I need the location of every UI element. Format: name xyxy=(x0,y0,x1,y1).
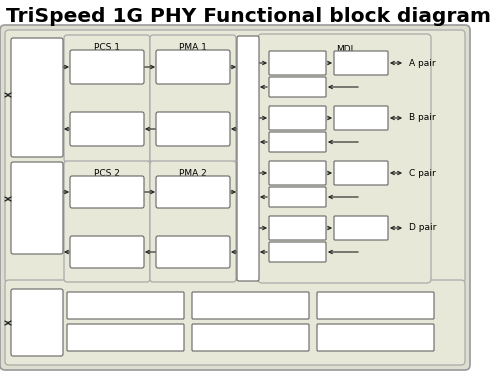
Text: TX FIR: TX FIR xyxy=(178,187,208,197)
Text: CONFIG I/F: CONFIG I/F xyxy=(226,301,274,310)
Text: Port2: Port2 xyxy=(25,208,49,217)
FancyBboxPatch shape xyxy=(269,187,326,207)
Text: A pair: A pair xyxy=(409,58,436,67)
Text: Port1: Port1 xyxy=(25,108,49,116)
FancyBboxPatch shape xyxy=(67,292,184,319)
FancyBboxPatch shape xyxy=(258,34,431,283)
FancyBboxPatch shape xyxy=(269,216,326,240)
Text: IEEE 1500 I/F: IEEE 1500 I/F xyxy=(96,301,155,310)
Text: &: & xyxy=(34,68,40,77)
FancyBboxPatch shape xyxy=(156,50,230,84)
Text: I/F: I/F xyxy=(32,94,42,103)
FancyBboxPatch shape xyxy=(150,161,236,282)
FancyBboxPatch shape xyxy=(5,280,465,365)
FancyBboxPatch shape xyxy=(334,161,388,185)
FancyBboxPatch shape xyxy=(269,132,326,152)
Text: DAC: DAC xyxy=(288,58,307,67)
Text: HYB: HYB xyxy=(352,58,370,67)
Text: MII: MII xyxy=(30,182,44,190)
FancyBboxPatch shape xyxy=(156,176,230,208)
FancyBboxPatch shape xyxy=(192,324,309,351)
FancyBboxPatch shape xyxy=(237,36,259,281)
Text: DEC: DEC xyxy=(97,124,117,134)
Text: D pair: D pair xyxy=(409,224,436,232)
Text: RX FIR: RX FIR xyxy=(177,247,209,257)
Text: LED I/F: LED I/F xyxy=(235,333,266,342)
Text: B pair: B pair xyxy=(409,113,436,122)
FancyBboxPatch shape xyxy=(64,161,150,282)
FancyBboxPatch shape xyxy=(70,176,144,208)
FancyBboxPatch shape xyxy=(334,51,388,75)
FancyBboxPatch shape xyxy=(70,236,144,268)
Text: GMII: GMII xyxy=(27,55,47,64)
FancyBboxPatch shape xyxy=(334,106,388,130)
Text: ADC: ADC xyxy=(288,83,307,92)
Text: ENC: ENC xyxy=(97,187,117,197)
FancyBboxPatch shape xyxy=(192,292,309,319)
Text: Single/dual mode switch matrix: Single/dual mode switch matrix xyxy=(246,108,250,209)
Text: DAC: DAC xyxy=(288,113,307,122)
Text: MII: MII xyxy=(30,81,44,90)
Text: ENC: ENC xyxy=(97,62,117,72)
Text: BIAS: BIAS xyxy=(365,301,386,310)
Text: MDI: MDI xyxy=(336,45,353,54)
Text: MDIO: MDIO xyxy=(25,311,49,320)
Text: I/F: I/F xyxy=(32,195,42,203)
Text: PCS 2: PCS 2 xyxy=(94,170,120,179)
FancyBboxPatch shape xyxy=(334,216,388,240)
Text: PCS 1: PCS 1 xyxy=(94,44,120,52)
Text: PLL: PLL xyxy=(368,333,383,342)
Text: DFT I/F: DFT I/F xyxy=(110,333,141,342)
Text: PMA 2: PMA 2 xyxy=(179,170,207,179)
Text: HYB: HYB xyxy=(352,169,370,177)
Text: TriSpeed 1G PHY Functional block diagram: TriSpeed 1G PHY Functional block diagram xyxy=(6,7,490,26)
FancyBboxPatch shape xyxy=(317,324,434,351)
FancyBboxPatch shape xyxy=(11,38,63,157)
FancyBboxPatch shape xyxy=(0,25,470,370)
FancyBboxPatch shape xyxy=(64,35,150,162)
Text: DAC: DAC xyxy=(288,169,307,177)
FancyBboxPatch shape xyxy=(269,51,326,75)
FancyBboxPatch shape xyxy=(317,292,434,319)
Text: PMA 1: PMA 1 xyxy=(179,44,207,52)
Text: DEC: DEC xyxy=(97,247,117,257)
FancyBboxPatch shape xyxy=(67,324,184,351)
FancyBboxPatch shape xyxy=(150,35,236,162)
Text: HYB: HYB xyxy=(352,224,370,232)
Text: TX FIR: TX FIR xyxy=(178,62,208,72)
FancyBboxPatch shape xyxy=(269,106,326,130)
Text: DAC: DAC xyxy=(288,224,307,232)
FancyBboxPatch shape xyxy=(156,236,230,268)
FancyBboxPatch shape xyxy=(269,77,326,97)
Text: ADC: ADC xyxy=(288,192,307,202)
FancyBboxPatch shape xyxy=(11,289,63,356)
Text: ADC: ADC xyxy=(288,138,307,147)
FancyBboxPatch shape xyxy=(5,30,465,283)
FancyBboxPatch shape xyxy=(70,112,144,146)
Text: C pair: C pair xyxy=(409,169,436,177)
Text: HYB: HYB xyxy=(352,113,370,122)
FancyBboxPatch shape xyxy=(70,50,144,84)
Text: I/F: I/F xyxy=(32,324,42,333)
FancyBboxPatch shape xyxy=(156,112,230,146)
FancyBboxPatch shape xyxy=(269,161,326,185)
FancyBboxPatch shape xyxy=(11,162,63,254)
Text: RX FIR: RX FIR xyxy=(177,124,209,134)
FancyBboxPatch shape xyxy=(269,242,326,262)
Text: ADC: ADC xyxy=(288,247,307,257)
